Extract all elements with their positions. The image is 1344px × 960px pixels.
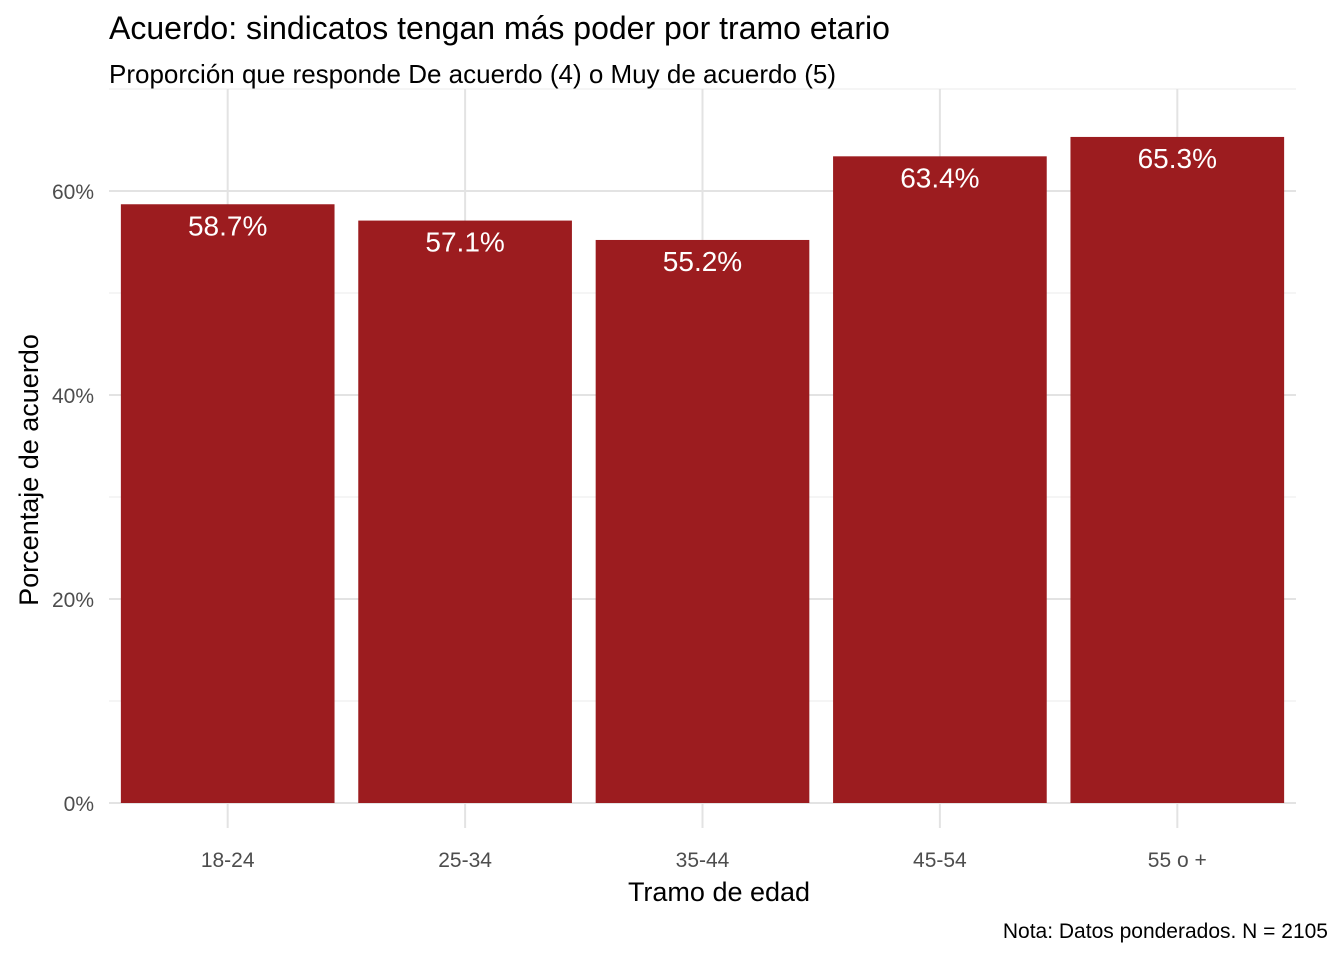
bar-data-labels: 58.7% 57.1% 55.2% 63.4% 65.3%	[188, 143, 1217, 277]
y-tick-label: 0%	[64, 793, 94, 816]
bar-data-label: 63.4%	[900, 162, 979, 193]
chart-caption: Nota: Datos ponderados. N = 2105	[1002, 920, 1328, 943]
y-tick-label: 40%	[52, 385, 94, 408]
x-tick-label: 55 o +	[1148, 849, 1207, 872]
y-tick-label: 20%	[52, 589, 94, 612]
x-axis-title: Tramo de edad	[628, 877, 810, 907]
bar	[595, 239, 810, 803]
bar-data-label: 57.1%	[425, 227, 504, 258]
x-tick-label: 25-34	[438, 849, 492, 872]
x-tick-label: 35-44	[676, 849, 730, 872]
x-tick-label: 18-24	[201, 849, 255, 872]
x-tick-label: 45-54	[913, 849, 967, 872]
bar	[833, 156, 1047, 803]
bar	[120, 204, 335, 803]
y-axis-title: Porcentaje de acuerdo	[14, 334, 44, 606]
bar-data-label: 58.7%	[188, 210, 267, 241]
bar	[358, 220, 572, 803]
bar-data-label: 65.3%	[1138, 143, 1217, 174]
y-axis-ticks: 0% 20% 40% 60%	[52, 181, 94, 816]
bar-data-label: 55.2%	[663, 246, 742, 277]
chart-title: Acuerdo: sindicatos tengan más poder por…	[109, 10, 890, 46]
x-axis-ticks: 18-24 25-34 35-44 45-54 55 o +	[201, 849, 1207, 872]
bar	[1070, 136, 1285, 803]
chart-subtitle: Proporción que responde De acuerdo (4) o…	[109, 59, 836, 89]
bars	[120, 136, 1285, 803]
y-tick-label: 60%	[52, 181, 94, 204]
